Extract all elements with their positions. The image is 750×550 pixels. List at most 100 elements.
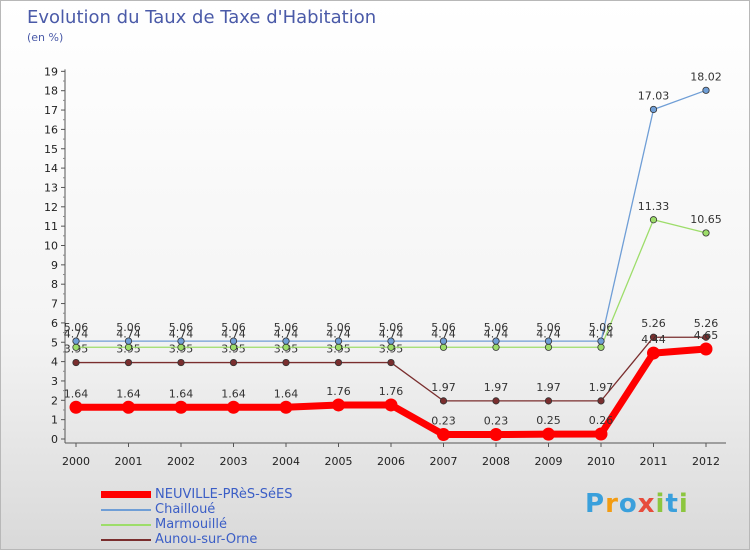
y-tick-label: 7 bbox=[51, 298, 58, 311]
data-label: 4.74 bbox=[536, 327, 561, 340]
data-point bbox=[177, 337, 185, 345]
x-tick-label: 2001 bbox=[115, 455, 143, 468]
y-tick-label: 16 bbox=[44, 123, 58, 136]
data-label: 0.23 bbox=[484, 415, 509, 428]
data-label: 1.97 bbox=[484, 381, 509, 394]
data-label: 4.74 bbox=[169, 327, 194, 340]
data-point bbox=[227, 400, 240, 414]
legend-label: NEUVILLE-PRèS-SéES bbox=[155, 487, 293, 502]
y-tick-label: 10 bbox=[44, 240, 58, 253]
data-point bbox=[387, 343, 395, 351]
y-tick-label: 1 bbox=[51, 414, 58, 427]
data-label: 5.06 bbox=[431, 321, 456, 334]
y-tick-label: 3 bbox=[51, 375, 58, 388]
data-point bbox=[384, 398, 398, 412]
y-tick-label: 0 bbox=[51, 433, 58, 446]
data-point bbox=[649, 216, 658, 224]
series-1: 5.06 5.06 5.06 5.06 5.06 5.06 5.06 5.06 5.06 5.06… bbox=[64, 70, 722, 345]
data-label: 4.74 bbox=[64, 327, 89, 340]
data-point bbox=[489, 428, 503, 442]
y-tick-label: 4 bbox=[51, 356, 58, 369]
data-label: 5.06 bbox=[536, 321, 561, 334]
data-point bbox=[387, 337, 395, 345]
data-point bbox=[702, 229, 710, 237]
data-label: 1.97 bbox=[589, 381, 614, 394]
data-label: 17.03 bbox=[638, 89, 670, 102]
data-label: 11.33 bbox=[638, 200, 670, 213]
data-label: 4.74 bbox=[274, 327, 299, 340]
data-point bbox=[597, 337, 605, 345]
data-point bbox=[282, 358, 290, 367]
series-line bbox=[76, 89, 707, 342]
data-point bbox=[544, 337, 553, 345]
data-point bbox=[699, 342, 713, 356]
x-tick-label: 2008 bbox=[482, 455, 510, 468]
data-point bbox=[439, 343, 448, 351]
x-tick-label: 2006 bbox=[377, 455, 405, 468]
data-point bbox=[229, 337, 238, 345]
y-tick-label: 12 bbox=[44, 201, 58, 214]
data-point bbox=[174, 400, 188, 414]
legend-swatch bbox=[101, 508, 151, 511]
data-point bbox=[492, 337, 500, 345]
chart-legend: NEUVILLE-PRèS-SéES Chailloué Marmouillé Aun… bbox=[101, 487, 293, 547]
logo-letter: i bbox=[655, 489, 666, 519]
data-label: 18.02 bbox=[690, 70, 722, 83]
data-point bbox=[597, 397, 605, 405]
data-label: 1.97 bbox=[536, 381, 561, 394]
logo-letter: P bbox=[585, 489, 606, 519]
data-point bbox=[542, 427, 555, 441]
data-point bbox=[544, 397, 553, 405]
legend-swatch bbox=[101, 523, 151, 526]
legend-item: NEUVILLE-PRèS-SéES bbox=[101, 487, 293, 502]
data-point bbox=[439, 337, 448, 345]
data-point bbox=[439, 397, 448, 405]
y-tick-label: 15 bbox=[44, 143, 58, 156]
data-point bbox=[282, 343, 290, 351]
data-point bbox=[332, 398, 345, 412]
data-point bbox=[647, 346, 660, 360]
y-tick-label: 8 bbox=[51, 278, 58, 291]
data-label: 5.06 bbox=[169, 321, 194, 334]
data-point bbox=[124, 343, 133, 351]
data-point bbox=[492, 343, 500, 351]
data-label: 5.06 bbox=[221, 321, 246, 334]
logo-letter: r bbox=[605, 489, 619, 519]
data-label: 4.74 bbox=[431, 327, 456, 340]
data-point bbox=[122, 400, 135, 414]
legend-item: Marmouillé bbox=[101, 517, 293, 532]
data-point bbox=[124, 358, 133, 367]
data-point bbox=[334, 343, 343, 351]
y-tick-label: 13 bbox=[44, 181, 58, 194]
data-label: 1.64 bbox=[221, 387, 246, 400]
y-tick-label: 11 bbox=[44, 220, 58, 233]
data-label: 0.26 bbox=[589, 414, 614, 427]
legend-item: Chailloué bbox=[101, 502, 293, 517]
y-tick-label: 9 bbox=[51, 259, 58, 272]
data-label: 4.74 bbox=[379, 327, 404, 340]
legend-swatch bbox=[101, 491, 151, 498]
data-label: 5.06 bbox=[64, 321, 89, 334]
chart-title: Evolution du Taux de Taxe d'Habitation bbox=[27, 7, 377, 28]
legend-label: Chailloué bbox=[155, 502, 216, 517]
data-label: 10.65 bbox=[690, 213, 722, 226]
series-3: 3.953.953.953.953.953.953.951.971.971.97… bbox=[64, 317, 718, 405]
series-2: 4.74 4.74 4.74 4.74 4.74 4.74 4.74 4.74 4.74 4.74… bbox=[64, 200, 722, 351]
data-point bbox=[437, 428, 450, 442]
y-tick-label: 19 bbox=[44, 65, 58, 78]
data-point bbox=[72, 337, 80, 345]
data-label: 1.76 bbox=[379, 385, 404, 398]
y-tick-label: 6 bbox=[51, 317, 58, 330]
data-point bbox=[229, 358, 238, 367]
x-tick-label: 2000 bbox=[62, 455, 90, 468]
x-tick-label: 2010 bbox=[587, 455, 615, 468]
x-tick-label: 2005 bbox=[325, 455, 353, 468]
data-label: 5.06 bbox=[484, 321, 509, 334]
x-tick-label: 2009 bbox=[535, 455, 563, 468]
data-label: 0.23 bbox=[431, 415, 456, 428]
data-point bbox=[649, 105, 658, 114]
data-label: 5.06 bbox=[274, 321, 299, 334]
x-tick-label: 2003 bbox=[220, 455, 248, 468]
